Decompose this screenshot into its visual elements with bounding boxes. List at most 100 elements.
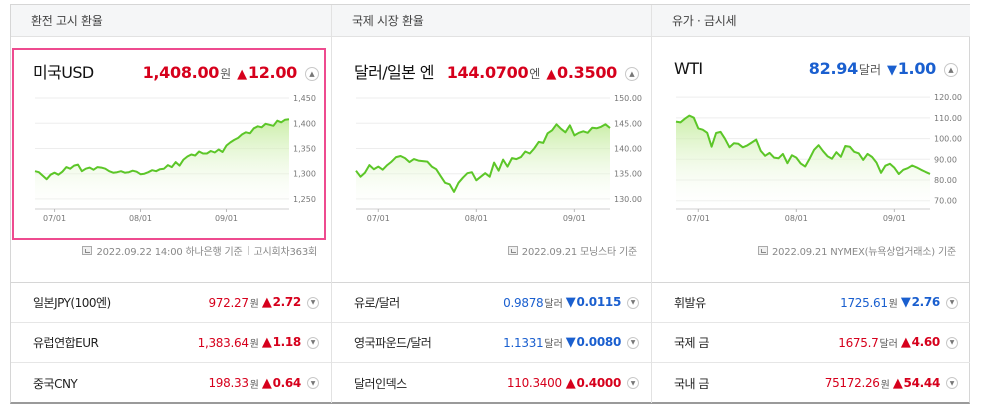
chevron-down-icon[interactable]: ▼ <box>946 336 958 349</box>
source-note: 2022.09.21 모닝스타 기준 <box>507 243 637 258</box>
column-exchange-notice: 환전 고시 환율 미국USD 1,408.00 원 ▲12.00 ▲ 1,250… <box>11 5 331 403</box>
chevron-down-icon[interactable]: ▼ <box>627 296 639 309</box>
list-item[interactable]: 중국CNY 198.33 원 ▲0.64 ▼ <box>11 363 331 403</box>
list-item[interactable]: 유럽연합EUR 1,383.64 원 ▲1.18 ▼ <box>11 323 331 363</box>
y-tick-label: 110.00 <box>934 114 962 123</box>
source-text: 2022.09.21 NYMEX(뉴욕상업거래소) 기준 <box>771 247 956 258</box>
main-quote-change-value: 0.3500 <box>557 63 617 82</box>
series-area <box>35 119 289 209</box>
series-area <box>356 124 610 209</box>
source-text: 2022.09.21 모닝스타 기준 <box>521 247 637 258</box>
chart-source-icon <box>507 246 518 255</box>
chevron-down-icon[interactable]: ▼ <box>307 336 319 349</box>
list-item[interactable]: 국내 금 75172.26 원 ▲54.44 ▼ <box>652 363 970 403</box>
main-quote-price: 144.0700 <box>446 63 529 82</box>
list-item-change-value: 54.44 <box>903 375 941 390</box>
y-tick-label: 1,250 <box>293 195 316 204</box>
y-tick-label: 1,400 <box>293 119 316 128</box>
list-item-name: 휘발유 <box>674 296 706 310</box>
column-oil-gold: 유가 · 금시세 WTI 82.94 달러 ▼1.00 ▲ 70.00 80.00… <box>651 5 970 403</box>
section-title: 국제 시장 환율 <box>332 5 651 37</box>
up-arrow-icon: ▲ <box>900 335 911 350</box>
list-item[interactable]: 달러인덱스 110.3400 ▲0.4000 ▼ <box>332 363 651 403</box>
chevron-down-icon[interactable]: ▼ <box>307 296 319 309</box>
chevron-down-icon[interactable]: ▼ <box>627 377 639 389</box>
list-item[interactable]: 일본JPY(100엔) 972.27 원 ▲2.72 ▼ <box>11 283 331 323</box>
main-quote-name[interactable]: 미국USD <box>33 63 94 82</box>
y-tick-label: 80.00 <box>934 176 957 185</box>
section-title: 환전 고시 환율 <box>11 5 331 37</box>
chevron-down-icon[interactable]: ▼ <box>946 296 958 309</box>
list-item-price: 972.27 <box>208 295 249 310</box>
main-quote-change: ▲12.00 <box>237 63 297 82</box>
series-line <box>34 118 290 181</box>
list-item-change-value: 1.18 <box>272 335 302 349</box>
list-item-price: 75172.26 <box>824 376 880 390</box>
chevron-down-icon[interactable]: ▼ <box>627 336 639 349</box>
list-item-change-value: 0.4000 <box>576 375 621 390</box>
main-quote: 미국USD 1,408.00 원 ▲12.00 ▲ <box>33 59 319 83</box>
chevron-up-icon[interactable]: ▲ <box>305 67 319 81</box>
list-item-change: ▲1.18 <box>262 335 301 350</box>
list-item-unit: 원 <box>249 339 259 350</box>
up-arrow-icon: ▲ <box>237 67 247 82</box>
list-item[interactable]: 영국파운드/달러 1.1331 달러 ▼0.0080 ▼ <box>332 323 651 363</box>
list-item-unit: 원 <box>249 299 259 310</box>
x-tick-label: 08/01 <box>465 214 488 223</box>
series-area <box>676 115 930 209</box>
main-quote: 달러/일본 엔 144.0700 엔 ▲0.3500 ▲ <box>354 59 639 83</box>
up-arrow-icon: ▲ <box>261 375 272 391</box>
main-card-usdjpy[interactable]: 달러/일본 엔 144.0700 엔 ▲0.3500 ▲ 130.00 135.0… <box>332 37 651 283</box>
list-item-price: 198.33 <box>208 376 249 390</box>
list-item[interactable]: 유로/달러 0.9878 달러 ▼0.0115 ▼ <box>332 283 651 323</box>
list-item-price: 110.3400 <box>506 376 562 390</box>
main-quote-unit: 원 <box>220 67 232 81</box>
x-tick-label: 09/01 <box>215 214 238 223</box>
chevron-up-icon[interactable]: ▲ <box>625 67 639 81</box>
list-item-name: 영국파운드/달러 <box>354 336 432 350</box>
main-card-usd[interactable]: 미국USD 1,408.00 원 ▲12.00 ▲ 1,250 1,300 1,35… <box>11 37 331 283</box>
list-item-change-value: 4.60 <box>911 335 941 349</box>
selected-card-highlight <box>12 48 326 240</box>
main-quote-name[interactable]: 달러/일본 엔 <box>354 63 434 82</box>
chevron-down-icon[interactable]: ▼ <box>307 377 319 389</box>
list-item-unit: 원 <box>880 379 890 391</box>
y-tick-label: 135.00 <box>614 170 642 179</box>
main-quote-unit: 달러 <box>858 63 882 77</box>
chevron-down-icon[interactable]: ▼ <box>946 377 958 389</box>
list-item-change: ▲0.64 <box>262 376 301 391</box>
source-text: 2022.09.22 14:00 하나은행 기준 <box>96 247 243 258</box>
main-quote-name[interactable]: WTI <box>674 59 703 78</box>
main-quote-price: 1,408.00 <box>142 63 220 82</box>
list-item-change-value: 0.64 <box>272 375 302 390</box>
list-item-price: 1725.61 <box>840 295 888 310</box>
y-tick-label: 145.00 <box>614 119 642 128</box>
list-item-price: 1675.7 <box>838 335 879 350</box>
list-item-price: 1,383.64 <box>197 335 249 350</box>
list-item[interactable]: 국제 금 1675.7 달러 ▲4.60 ▼ <box>652 323 970 363</box>
y-tick-label: 70.00 <box>934 197 957 206</box>
y-tick-label: 90.00 <box>934 155 957 164</box>
x-tick-label: 07/01 <box>367 214 390 223</box>
main-quote-unit: 엔 <box>529 67 541 81</box>
source-note: 2022.09.22 14:00 하나은행 기준 고시회차363회 <box>82 243 317 258</box>
list-item-name: 유로/달러 <box>354 296 400 310</box>
y-tick-label: 140.00 <box>614 144 642 153</box>
chevron-up-icon[interactable]: ▲ <box>944 63 958 77</box>
y-tick-label: 130.00 <box>614 195 642 204</box>
list-item-change-value: 0.0080 <box>576 335 621 349</box>
main-quote-change-value: 1.00 <box>897 59 937 78</box>
chart-source-icon <box>82 246 93 255</box>
y-tick-label: 150.00 <box>614 94 642 103</box>
section-title: 유가 · 금시세 <box>652 5 970 37</box>
main-card-wti[interactable]: WTI 82.94 달러 ▼1.00 ▲ 70.00 80.00 90.00 100.… <box>652 37 970 283</box>
x-tick-label: 09/01 <box>883 214 906 223</box>
list-item-name: 달러인덱스 <box>354 376 407 391</box>
main-quote-change: ▼1.00 <box>887 59 936 78</box>
y-tick-label: 120.00 <box>934 93 962 102</box>
list-item-change: ▲2.72 <box>262 295 301 310</box>
list-item-unit: 달러 <box>544 299 563 310</box>
list-item[interactable]: 휘발유 1725.61 원 ▼2.76 ▼ <box>652 283 970 323</box>
down-arrow-icon: ▼ <box>565 335 576 350</box>
series-line <box>355 123 611 193</box>
